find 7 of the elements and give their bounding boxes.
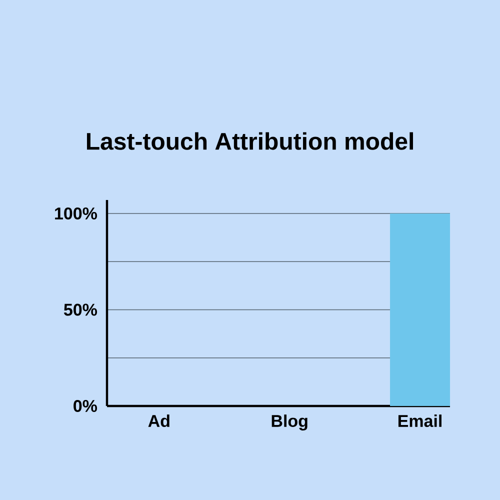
y-tick-label: 0% [74,400,98,412]
y-tick-label: 100% [55,207,98,220]
y-tick-label: 50% [64,304,98,316]
x-tick-label: Blog [272,414,308,430]
chart-title: Last-touch Attribution model [86,132,413,150]
x-tick-label: Ad [148,414,170,428]
x-tick-label: Email [398,414,442,428]
